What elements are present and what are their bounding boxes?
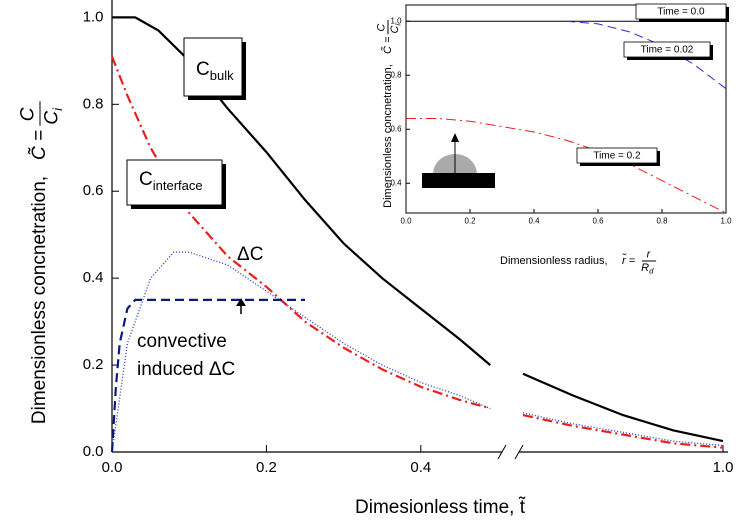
axis-break xyxy=(514,444,524,460)
formula-lhs: r̃ = xyxy=(622,254,636,267)
annotation-text: C xyxy=(139,169,153,190)
annotation: Cinterface xyxy=(139,169,203,193)
x-tick-label: 0.2 xyxy=(256,459,277,476)
annotation-text: C xyxy=(196,59,210,80)
series-line xyxy=(110,298,305,453)
series-label-box xyxy=(623,41,711,58)
flow-arrowhead xyxy=(451,133,459,142)
y-tick-label: 0.2 xyxy=(83,356,104,373)
formula-den-main: C xyxy=(389,26,401,34)
annotation-sub: bulk xyxy=(210,68,234,83)
formula-den-sub: i xyxy=(50,107,65,111)
x-tick-label: 0.2 xyxy=(465,217,476,226)
formula-den-main: C xyxy=(41,111,62,125)
annotation: Cbulk xyxy=(196,59,234,83)
x-axis-label: Dimensionless radius, r̃ =rRd xyxy=(500,248,657,275)
y-axis-label: Dimensionless concnetration, C̃ = C Ci xyxy=(375,19,402,208)
plot-frame xyxy=(405,4,727,214)
x-tick-label: 1.0 xyxy=(721,217,733,226)
y-tick-label: 0.6 xyxy=(391,124,403,133)
annotation-text: ΔC xyxy=(237,244,263,265)
annotation-box xyxy=(126,159,223,206)
x-tick-label: 0.4 xyxy=(410,459,431,476)
series-line xyxy=(112,16,724,443)
series-label-box xyxy=(576,147,658,164)
series-label: Time = 0.02 xyxy=(641,45,694,56)
formula-den-sub: i xyxy=(393,24,402,26)
x-tick-label: 0.8 xyxy=(657,217,669,226)
formula-lhs: C̃ = xyxy=(381,36,394,54)
formula-den: Ci xyxy=(41,107,64,125)
x-axis-label: Dimesionless time, t̃ xyxy=(355,496,526,518)
x-tick-label: 0.0 xyxy=(401,217,413,226)
x-tick-label: 0.4 xyxy=(529,217,541,226)
annotation-text: induced ΔC xyxy=(137,359,235,380)
x-axis-label-text: Dimensionless radius, xyxy=(500,255,608,267)
annotation: ΔC xyxy=(237,244,263,265)
series-line xyxy=(406,118,727,214)
x-tick-label: 0.0 xyxy=(102,459,123,476)
axis-break xyxy=(497,444,507,460)
series-label: Time = 0.0 xyxy=(657,7,705,18)
series-label-box xyxy=(635,3,727,20)
formula-num: C xyxy=(18,107,39,121)
y-tick-label: 1.0 xyxy=(391,16,403,25)
y-tick-label: 0.4 xyxy=(83,269,104,286)
annotation: convective xyxy=(137,331,227,352)
y-axis-label-text: Dimensionless concnetration, xyxy=(382,64,394,208)
formula-den-main: R xyxy=(641,262,649,274)
formula-num: C xyxy=(375,24,387,32)
annotation: induced ΔC xyxy=(137,359,235,380)
x-tick-label: 1.0 xyxy=(713,459,734,476)
formula-den: Rd xyxy=(641,262,654,275)
y-tick-label: 0.8 xyxy=(83,95,104,112)
y-tick-label: 0.4 xyxy=(391,178,403,187)
y-tick-label: 0.0 xyxy=(83,443,104,460)
substrate xyxy=(422,173,495,188)
series-line xyxy=(565,20,727,90)
y-axis-label: Dimensionless concnetration, C̃ = C Ci xyxy=(18,101,65,424)
formula-den: Ci xyxy=(389,24,402,34)
annotation-arrowhead xyxy=(236,298,246,306)
annotation-sub: interface xyxy=(153,178,203,193)
formula-lhs: C̃ = xyxy=(28,130,50,160)
annotation-text: convective xyxy=(137,331,227,352)
formula-den-sub: d xyxy=(649,266,654,275)
y-axis-label-text: Dimensionless concnetration, xyxy=(29,176,50,424)
formula-num: r xyxy=(647,248,652,260)
annotation-box xyxy=(183,37,243,97)
series-label: Time = 0.2 xyxy=(593,151,641,162)
x-tick-label: 0.6 xyxy=(593,217,605,226)
y-tick-label: 0.8 xyxy=(391,70,403,79)
y-tick-label: 1.0 xyxy=(83,8,104,25)
y-tick-label: 0.6 xyxy=(83,182,104,199)
